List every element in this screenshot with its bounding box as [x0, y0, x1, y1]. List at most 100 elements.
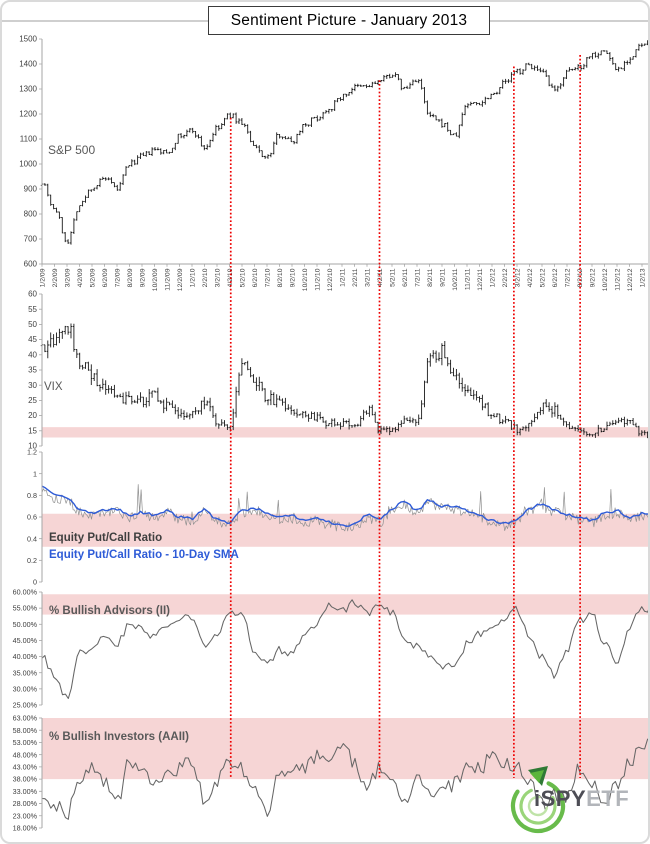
panel-bullish_advisors_ii: 60.00% 55.00% 50.00% 45.00% 40.00% 35.00% 30.0… — [13, 588, 648, 710]
vix-ytick-label: 60 — [28, 290, 37, 299]
bullish_investors_aaii-ytick-label: 63.00% — [13, 714, 38, 723]
x-axis-date-label: 1/2/11 — [339, 268, 346, 287]
x-axis-date-label: 7/2/11 — [414, 268, 421, 287]
sp500-panel-label: S&P 500 — [48, 143, 96, 157]
x-axis-date-label: 12/2/11 — [477, 268, 484, 290]
sp500-ytick-label: 1500 — [19, 35, 37, 44]
x-axis-date-label: 12/2/09 — [177, 268, 184, 291]
bullish_investors_aaii-ytick-label: 48.00% — [13, 750, 38, 759]
x-axis-date-label: 10/2/12 — [602, 268, 609, 291]
x-axis-date-label: 6/2/11 — [402, 268, 409, 287]
chart-title: Sentiment Picture - January 2013 — [208, 6, 490, 35]
x-axis-date-label: 12/2/10 — [327, 268, 334, 291]
sp500-ytick-label: 1000 — [19, 160, 37, 169]
x-axis-date-label: 11/2/10 — [314, 268, 321, 290]
sp500-ytick-label: 1100 — [20, 135, 38, 144]
logo-text-spy: SPY — [540, 786, 587, 811]
sp500-ytick-label: 800 — [24, 210, 38, 219]
x-axis-date-label: 3/2/12 — [514, 268, 521, 287]
logo-text-etf: ETF — [586, 786, 630, 811]
vix-ytick-label: 10 — [28, 442, 37, 451]
x-axis-date-label: 6/2/09 — [102, 268, 109, 287]
x-axis-date-label: 3/2/11 — [364, 268, 371, 287]
bullish_investors_aaii-ytick-label: 28.00% — [13, 799, 38, 808]
vix-ytick-label: 35 — [28, 366, 37, 375]
put-call-ratio-label: Equity Put/Call Ratio — [49, 532, 163, 544]
event-lines — [229, 55, 581, 778]
equity_put_call-ytick-label: 0.8 — [27, 491, 37, 500]
sp500-ytick-label: 1400 — [19, 60, 37, 69]
x-axis-date-label: 1/2/10 — [189, 268, 196, 287]
x-axis-date-label: 9/2/09 — [139, 268, 146, 287]
bullish_investors_aaii-ytick-label: 38.00% — [13, 775, 38, 784]
x-axis-date-label: 5/2/11 — [389, 268, 396, 287]
bullish_advisors_ii-ytick-label: 35.00% — [13, 668, 38, 677]
sp500-ytick-label: 900 — [24, 185, 38, 194]
x-axis-date-label: 1/2/12 — [489, 268, 496, 287]
bullish_advisors_ii-ytick-label: 25.00% — [13, 701, 38, 710]
x-axis-date-label: 8/2/12 — [577, 268, 584, 287]
x-axis: 1/2/09 2/2/09 3/2/09 4/2/09 5/2/09 6/2/09 7/2/… — [39, 263, 648, 291]
bullish_advisors_ii-series-0 — [41, 599, 648, 700]
x-axis-date-label: 9/2/10 — [289, 268, 296, 287]
vix-ytick-label: 40 — [28, 350, 37, 359]
vix-panel-label: VIX — [44, 381, 63, 393]
x-axis-date-label: 9/2/12 — [589, 268, 596, 287]
vix-ytick-label: 20 — [28, 411, 37, 420]
vix-ytick-label: 25 — [28, 396, 37, 405]
bullish_advisors_ii-ytick-label: 60.00% — [13, 588, 38, 597]
logo-text-i: i — [534, 786, 541, 811]
x-axis-date-label: 10/2/09 — [152, 268, 159, 291]
bullish-advisors-label: % Bullish Advisors (II) — [49, 605, 170, 617]
sp500-ytick-label: 700 — [24, 235, 38, 244]
bullish_advisors_ii-ytick-label: 55.00% — [13, 604, 38, 613]
bullish_advisors_ii-ytick-label: 30.00% — [13, 684, 38, 693]
x-axis-date-label: 11/2/11 — [464, 268, 471, 290]
vix-ytick-label: 45 — [28, 335, 37, 344]
vix-ytick-label: 50 — [28, 320, 37, 329]
ispyetf-logo: iSPYETF — [508, 760, 648, 842]
vix-highlight-band — [42, 427, 648, 438]
x-axis-date-label: 2/2/09 — [52, 268, 59, 287]
x-axis-date-label: 1/2/13 — [639, 268, 646, 287]
put-call-sma-label: Equity Put/Call Ratio - 10-Day SMA — [49, 549, 239, 561]
x-axis-date-label: 11/2/09 — [164, 268, 171, 290]
x-axis-date-label: 3/2/09 — [64, 268, 71, 287]
panel-vix: 60 55 50 45 40 35 30 25 20 15 10 — [28, 290, 648, 451]
bullish_investors_aaii-ytick-label: 33.00% — [13, 787, 38, 796]
x-axis-date-label: 3/2/10 — [214, 268, 221, 287]
equity_put_call-ytick-label: 0.2 — [27, 556, 37, 565]
bullish_investors_aaii-ytick-label: 53.00% — [13, 738, 38, 747]
x-axis-date-label: 2/2/11 — [352, 268, 359, 287]
bullish_investors_aaii-series-0 — [41, 738, 648, 820]
x-axis-date-label: 10/2/11 — [452, 268, 459, 290]
vix-ytick-label: 30 — [28, 381, 37, 390]
x-axis-date-label: 5/2/09 — [89, 268, 96, 287]
x-axis-date-label: 6/2/10 — [252, 268, 259, 287]
x-axis-date-label: 6/2/12 — [552, 268, 559, 287]
equity_put_call-ytick-label: 1.2 — [27, 448, 37, 457]
x-axis-date-label: 7/2/12 — [564, 268, 571, 287]
x-axis-date-label: 1/2/09 — [39, 268, 46, 287]
equity_put_call-ytick-label: 1 — [33, 469, 37, 478]
bullish_advisors_ii-ytick-label: 40.00% — [13, 652, 38, 661]
x-axis-date-label: 4/2/12 — [527, 268, 534, 287]
vix-price-bars — [40, 323, 648, 439]
equity_put_call-series-1 — [41, 485, 648, 527]
equity_put_call-ytick-label: 0 — [33, 578, 37, 587]
vix-ytick-label: 55 — [28, 305, 37, 314]
panel-sp500: 1500 1400 1300 1200 1100 1000 900 800 700 600 — [19, 35, 648, 269]
sp500-ytick-label: 1200 — [19, 110, 37, 119]
bullish-investors-label: % Bullish Investors (AAII) — [49, 731, 189, 743]
x-axis-date-label: 2/2/10 — [202, 268, 209, 287]
x-axis-date-label: 12/2/12 — [627, 268, 634, 291]
bullish_investors_aaii-ytick-label: 23.00% — [13, 811, 38, 820]
vix-ytick-label: 15 — [28, 426, 37, 435]
x-axis-date-label: 2/2/12 — [502, 268, 509, 287]
bullish_advisors_ii-ytick-label: 50.00% — [13, 620, 38, 629]
x-axis-date-label: 10/2/10 — [302, 268, 309, 291]
x-axis-date-label: 11/2/12 — [614, 268, 621, 290]
bullish_investors_aaii-ytick-label: 58.00% — [13, 726, 38, 735]
